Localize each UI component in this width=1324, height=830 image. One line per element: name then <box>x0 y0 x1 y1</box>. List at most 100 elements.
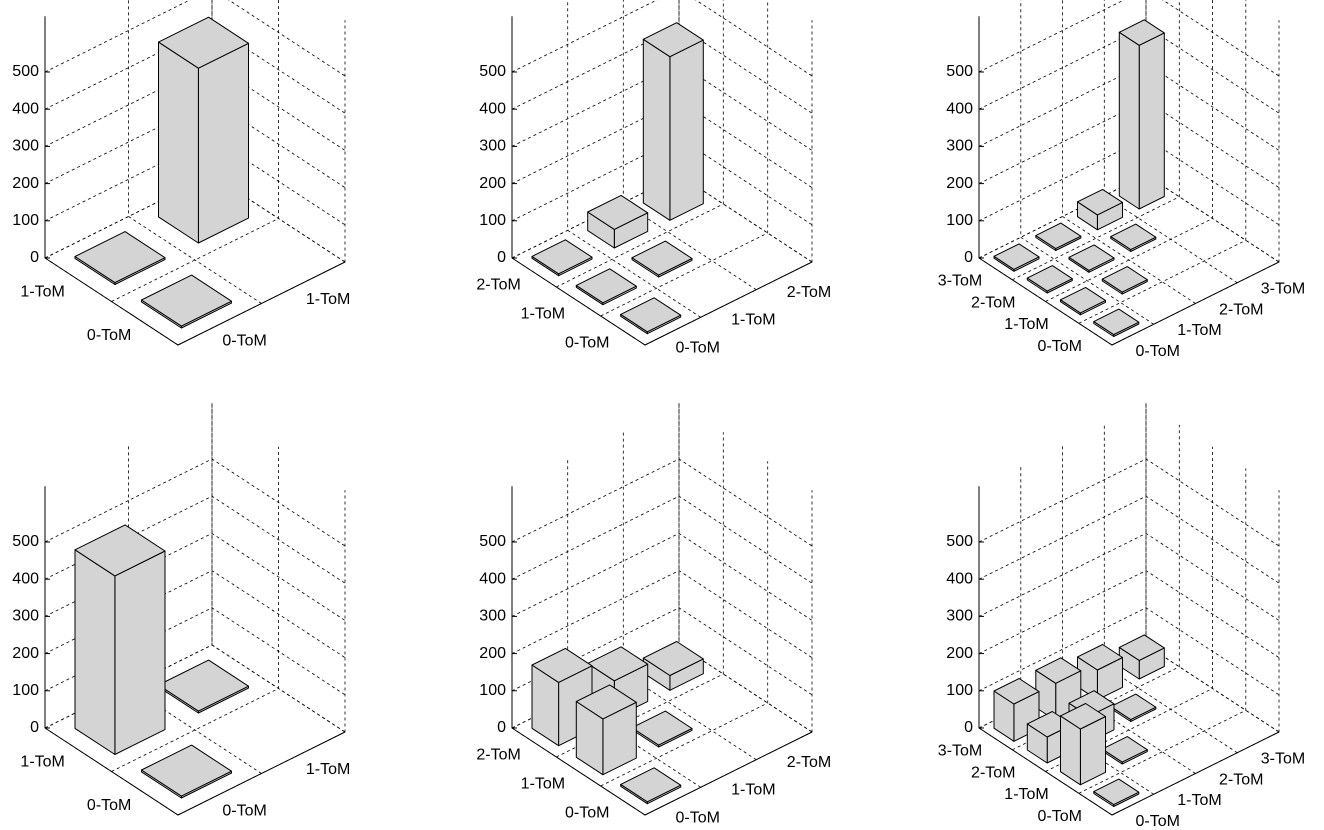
col-label: 3-ToM <box>1261 281 1305 298</box>
bar-top <box>531 239 593 275</box>
axis-line <box>44 727 346 816</box>
bar-top <box>642 22 704 58</box>
bar <box>1077 188 1123 231</box>
bar-top <box>1101 736 1148 763</box>
grid-line <box>556 0 724 288</box>
col-label: 1-ToM <box>1177 792 1221 809</box>
row-label: 0-ToM <box>565 804 609 821</box>
grid-line <box>1045 0 1213 302</box>
bar <box>1068 244 1115 273</box>
bar <box>141 744 232 799</box>
grid-line <box>511 570 813 658</box>
row-label: 0-ToM <box>87 327 131 344</box>
z-tick-label: 100 <box>946 682 973 699</box>
axis-line <box>511 257 813 346</box>
bar <box>1093 308 1140 337</box>
z-tick-label: 200 <box>946 645 973 662</box>
z-tick-label: 200 <box>12 175 39 192</box>
bar <box>631 710 693 748</box>
bar-top <box>620 767 682 803</box>
bar-top <box>74 231 166 284</box>
bar-top <box>1110 693 1157 721</box>
bar-top <box>141 744 232 797</box>
bar-face <box>197 42 249 244</box>
z-tick-label: 100 <box>479 682 506 699</box>
grid-line <box>44 0 346 77</box>
z-tick-label: 500 <box>12 533 39 550</box>
bar-top <box>1077 188 1123 216</box>
chart-panel: 0 100 200 300 400 500 0-ToM 1-ToM 0-ToM 1-ToM <box>12 403 350 819</box>
bar-face <box>74 549 116 755</box>
bar-face <box>114 550 166 755</box>
row-label: 0-ToM <box>87 797 131 814</box>
col-label: 2-ToM <box>787 754 831 771</box>
bar-top <box>1110 223 1157 251</box>
bar-top <box>575 268 637 304</box>
z-tick-label: 200 <box>479 175 506 192</box>
z-tick-label: 300 <box>12 138 39 155</box>
chart-panel: 0 100 200 300 400 500 0-ToM 1-ToM 2-ToM 3-ToM 0-To… <box>938 403 1305 830</box>
z-tick-label: 100 <box>946 212 973 229</box>
grid-line <box>1078 468 1247 794</box>
col-label: 2-ToM <box>787 284 831 301</box>
col-label: 2-ToM <box>1219 771 1263 788</box>
grid-line <box>978 458 1280 547</box>
bar-top <box>1060 286 1106 314</box>
z-tick-label: 500 <box>479 63 506 80</box>
z-tick-label: 0 <box>497 249 506 266</box>
bar-face <box>669 39 704 221</box>
bar <box>1093 778 1140 807</box>
bar <box>1026 265 1073 294</box>
col-label: 0-ToM <box>675 809 719 826</box>
col-label: 1-ToM <box>731 782 775 799</box>
bar-top <box>158 659 249 712</box>
grid-line <box>1078 0 1247 324</box>
col-label: 1-ToM <box>731 312 775 329</box>
col-label: 0-ToM <box>675 339 719 356</box>
grid-line <box>622 430 757 761</box>
axis-line <box>44 257 346 346</box>
col-label: 0-ToM <box>1136 813 1180 830</box>
grid-line <box>1012 0 1180 281</box>
z-tick-label: 400 <box>479 570 506 587</box>
col-label: 1-ToM <box>306 291 350 308</box>
col-label: 0-ToM <box>1136 343 1180 360</box>
grid-line <box>511 458 813 547</box>
grid-line <box>1020 0 1155 325</box>
bar <box>1060 703 1106 786</box>
row-label: 3-ToM <box>938 273 982 290</box>
col-label: 1-ToM <box>1177 322 1221 339</box>
chart-panel: 01002003004005000-ToM1-ToM2-ToM0-ToM1-To… <box>476 403 831 826</box>
bar-top <box>74 524 166 577</box>
bar-top <box>1068 244 1115 271</box>
row-label: 2-ToM <box>476 276 520 293</box>
bar-top <box>631 710 693 746</box>
bar-top <box>587 646 649 682</box>
z-tick-label: 0 <box>964 249 973 266</box>
bar-top <box>1101 266 1148 293</box>
z-tick-label: 400 <box>946 100 973 117</box>
bar <box>631 240 693 278</box>
grid-line <box>978 0 1280 77</box>
bar <box>1101 266 1148 295</box>
bar-top <box>1118 634 1165 661</box>
bar <box>642 641 704 691</box>
grid-line <box>678 403 813 733</box>
grid-line <box>511 16 646 346</box>
bar-top <box>642 641 704 676</box>
grid-line <box>111 0 279 302</box>
z-tick-label: 500 <box>479 533 506 550</box>
z-tick-label: 500 <box>12 63 39 80</box>
z-tick-label: 200 <box>12 645 39 662</box>
grid-line <box>978 532 1280 621</box>
bar-top <box>1077 644 1123 671</box>
bar-top <box>1118 19 1165 46</box>
row-label: 2-ToM <box>971 764 1015 781</box>
bar-top <box>587 194 649 230</box>
row-label: 0-ToM <box>565 334 609 351</box>
z-tick-label: 400 <box>946 570 973 587</box>
bar <box>158 16 249 244</box>
bar-top <box>575 684 637 720</box>
bar-top <box>158 16 249 69</box>
axis-line <box>511 727 813 816</box>
